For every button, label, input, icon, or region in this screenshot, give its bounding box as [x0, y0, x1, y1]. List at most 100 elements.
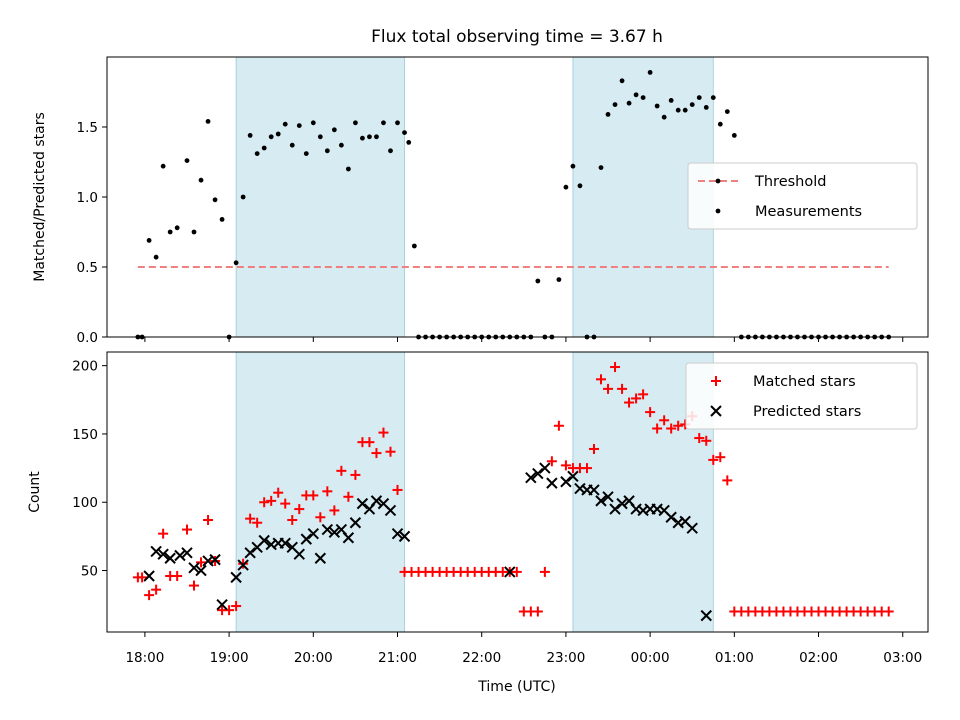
matched-star-point [245, 513, 256, 524]
measurement-point [360, 135, 365, 141]
measurement-point [310, 120, 316, 126]
matched-star-point [385, 446, 396, 457]
measurement-point [661, 114, 667, 120]
predicted-star-point [307, 527, 320, 540]
predicted-star-point [609, 503, 621, 515]
measurement-point [240, 194, 246, 200]
matched-star-point [581, 463, 592, 474]
measurement-point [605, 112, 611, 117]
y-tick-label: 200 [72, 359, 98, 375]
measurement-point [675, 107, 681, 113]
measurement-point [626, 100, 632, 106]
matched-star-point [883, 606, 894, 617]
measurement-point [619, 78, 625, 84]
matched-star-point [694, 433, 705, 444]
matched-star-point [617, 383, 628, 394]
matched-star-point [259, 497, 270, 508]
predicted-star-point [143, 570, 155, 582]
predicted-star-point [567, 470, 579, 482]
legend-label: Matched stars [753, 374, 856, 390]
measurement-point [556, 277, 562, 282]
x-tick-label: 02:00 [799, 650, 838, 666]
x-tick-label: 19:00 [210, 650, 249, 666]
matched-star-point [343, 491, 354, 502]
matched-star-point [553, 420, 564, 431]
chart-title: Flux total observing time = 3.67 h [371, 27, 663, 47]
measurement-point [402, 130, 407, 136]
measurement-point [198, 177, 204, 183]
predicted-star-point [216, 598, 228, 611]
predicted-star-point [195, 564, 207, 577]
measurement-point [374, 134, 379, 140]
measurement-point [324, 148, 330, 154]
measurement-point [146, 238, 152, 243]
predicted-star-point [398, 530, 411, 543]
predicted-star-point [356, 497, 369, 510]
measurement-point [289, 142, 295, 148]
measurement-point [233, 260, 239, 266]
matched-star-point [308, 490, 319, 501]
y-tick-label: 100 [72, 495, 98, 511]
measurement-point [612, 102, 618, 107]
measurement-point [282, 121, 288, 127]
matched-star-point [252, 517, 263, 528]
measurement-point [395, 120, 400, 126]
measurement-point [689, 102, 695, 107]
y-tick-label: 50 [81, 564, 98, 580]
x-tick-label: 18:00 [125, 650, 164, 666]
predicted-star-point [258, 534, 270, 547]
matched-star-point [364, 437, 375, 448]
measurement-point [710, 95, 716, 100]
matched-star-point [329, 505, 340, 516]
matched-star-point [708, 454, 719, 465]
predicted-star-point [525, 471, 537, 484]
matched-star-point [638, 389, 649, 400]
measurement-point [411, 243, 417, 249]
measurement-point [191, 229, 197, 235]
predicted-star-point [700, 609, 712, 622]
measurement-point [345, 166, 351, 172]
predicted-star-point [279, 537, 291, 549]
shaded-interval [235, 351, 405, 633]
legend-label: Predicted stars [753, 404, 861, 420]
measurement-point [254, 151, 260, 157]
matched-star-point [631, 393, 642, 404]
y-tick-label: 0.0 [77, 330, 98, 346]
matched-star-point [158, 528, 169, 539]
measurement-point [219, 217, 225, 222]
legend: Matched stars Predicted stars [685, 362, 918, 430]
x-tick-label: 01:00 [715, 650, 754, 666]
measurement-point [388, 148, 393, 154]
legend-threshold-marker [715, 178, 721, 184]
predicted-star-point [150, 545, 162, 558]
matched-star-point [137, 572, 148, 583]
matched-star-point [144, 590, 155, 601]
predicted-star-point [539, 462, 551, 474]
bottom-panel: 50 100 150 200 18:00 19:00 20:00 21:00 22:00 23:0… [72, 351, 929, 666]
measurement-point [167, 229, 173, 235]
matched-star-point [350, 469, 361, 480]
matched-star-point [673, 420, 684, 431]
matched-star-point [603, 383, 614, 394]
predicted-star-point [209, 553, 221, 566]
legend-measurement-swatch [715, 208, 721, 214]
matched-star-point [172, 571, 183, 581]
y-tick-label: 150 [72, 427, 98, 443]
matched-star-point [645, 407, 656, 418]
measurement-point [696, 95, 702, 100]
y-tick-label: 1.0 [77, 190, 98, 206]
measurement-point [275, 131, 281, 137]
legend-label: Measurements [755, 204, 862, 220]
matched-star-point [701, 435, 712, 446]
measurement-point [668, 98, 674, 103]
measurement-point [338, 142, 344, 148]
y-tick-label: 1.5 [77, 120, 98, 136]
x-tick-label: 20:00 [294, 650, 333, 666]
matched-star-point [224, 605, 235, 616]
matched-star-point [588, 443, 599, 454]
predicted-star-point [532, 467, 544, 480]
measurement-point [570, 163, 576, 169]
matched-star-point [560, 460, 571, 471]
predicted-star-point [293, 548, 305, 560]
measurement-point [731, 133, 737, 138]
